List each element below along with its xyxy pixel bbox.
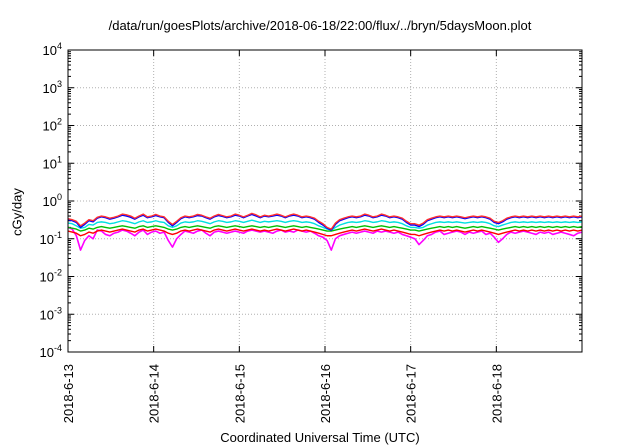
y-tick-label: 10-3 (40, 305, 62, 322)
x-axis-label: Coordinated Universal Time (UTC) (220, 430, 420, 445)
x-tick-label: 2018-6-14 (147, 364, 162, 423)
y-tick-label: 102 (43, 117, 62, 134)
y-tick-label: 10-2 (40, 268, 62, 285)
x-tick-label: 2018-6-18 (489, 364, 504, 423)
series-line (67, 219, 583, 231)
series-line (67, 212, 583, 230)
x-tick-label: 2018-6-16 (318, 364, 333, 423)
y-tick-label: 100 (43, 192, 62, 209)
series-line (67, 228, 583, 237)
y-axis-label: cGy/day (9, 188, 25, 236)
series-line (67, 226, 583, 251)
x-tick-label: 2018-6-17 (404, 364, 419, 423)
series-line (67, 225, 583, 232)
chart-title: /data/run/goesPlots/archive/2018-06-18/2… (108, 18, 532, 33)
y-tick-label: 10-4 (40, 343, 62, 360)
plot-frame (67, 49, 583, 353)
x-tick-label: 2018-6-13 (61, 364, 76, 423)
y-tick-label: 101 (43, 154, 62, 171)
x-tick-label: 2018-6-15 (232, 364, 247, 423)
y-tick-label: 10-1 (40, 230, 62, 247)
y-tick-label: 104 (43, 41, 62, 58)
y-tick-label: 103 (43, 79, 62, 96)
series-line (67, 213, 583, 231)
